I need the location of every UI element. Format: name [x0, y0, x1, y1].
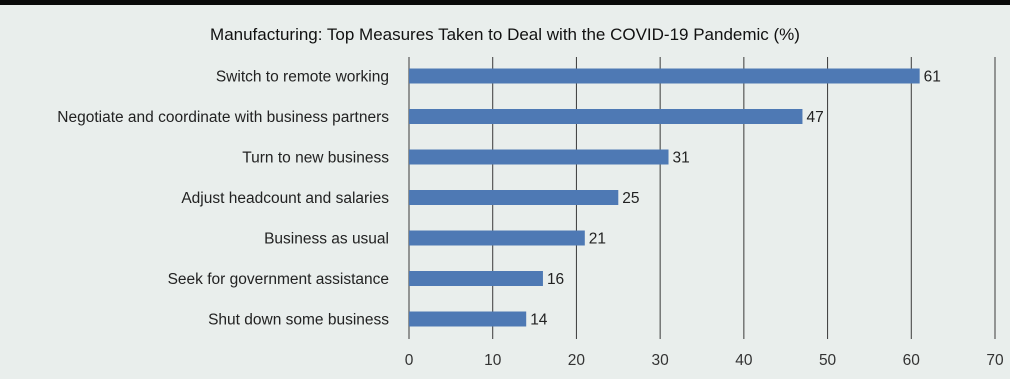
x-tick-label-30: 30 — [652, 352, 670, 369]
bar-6 — [409, 311, 527, 327]
category-label-1: Negotiate and coordinate with business p… — [57, 109, 389, 126]
category-label-4: Business as usual — [264, 231, 389, 248]
x-tick-label-50: 50 — [819, 352, 837, 369]
bar-0 — [409, 68, 920, 84]
x-tick-label-20: 20 — [568, 352, 586, 369]
top-rule — [0, 0, 1010, 5]
value-label-5: 16 — [547, 271, 564, 288]
x-tick-label-60: 60 — [903, 352, 921, 369]
category-label-2: Turn to new business — [242, 150, 389, 167]
x-axis-ticks: 0 10 20 30 40 50 60 70 — [405, 352, 1004, 369]
x-tick-label-70: 70 — [986, 352, 1004, 369]
bar-5 — [409, 271, 543, 286]
category-label-0: Switch to remote working — [216, 69, 389, 86]
value-label-1: 47 — [806, 109, 823, 126]
category-labels: Switch to remote working Negotiate and co… — [57, 69, 389, 329]
x-tick-label-40: 40 — [735, 352, 753, 369]
bars — [409, 68, 920, 327]
value-label-6: 14 — [530, 312, 548, 329]
bar-3 — [409, 190, 619, 205]
category-label-5: Seek for government assistance — [168, 271, 389, 288]
bar-4 — [409, 230, 585, 246]
bar-2 — [409, 149, 669, 165]
category-label-6: Shut down some business — [208, 312, 389, 329]
bar-1 — [409, 109, 803, 124]
gridlines — [408, 57, 996, 339]
category-label-3: Adjust headcount and salaries — [181, 190, 389, 207]
value-label-2: 31 — [673, 150, 690, 167]
x-tick-label-10: 10 — [484, 352, 502, 369]
value-labels: 61 47 31 25 21 16 14 — [530, 69, 941, 329]
value-label-0: 61 — [924, 69, 941, 86]
x-tick-label-0: 0 — [405, 352, 414, 369]
value-label-4: 21 — [589, 231, 606, 248]
value-label-3: 25 — [622, 190, 639, 207]
chart-title: Manufacturing: Top Measures Taken to Dea… — [210, 25, 800, 44]
